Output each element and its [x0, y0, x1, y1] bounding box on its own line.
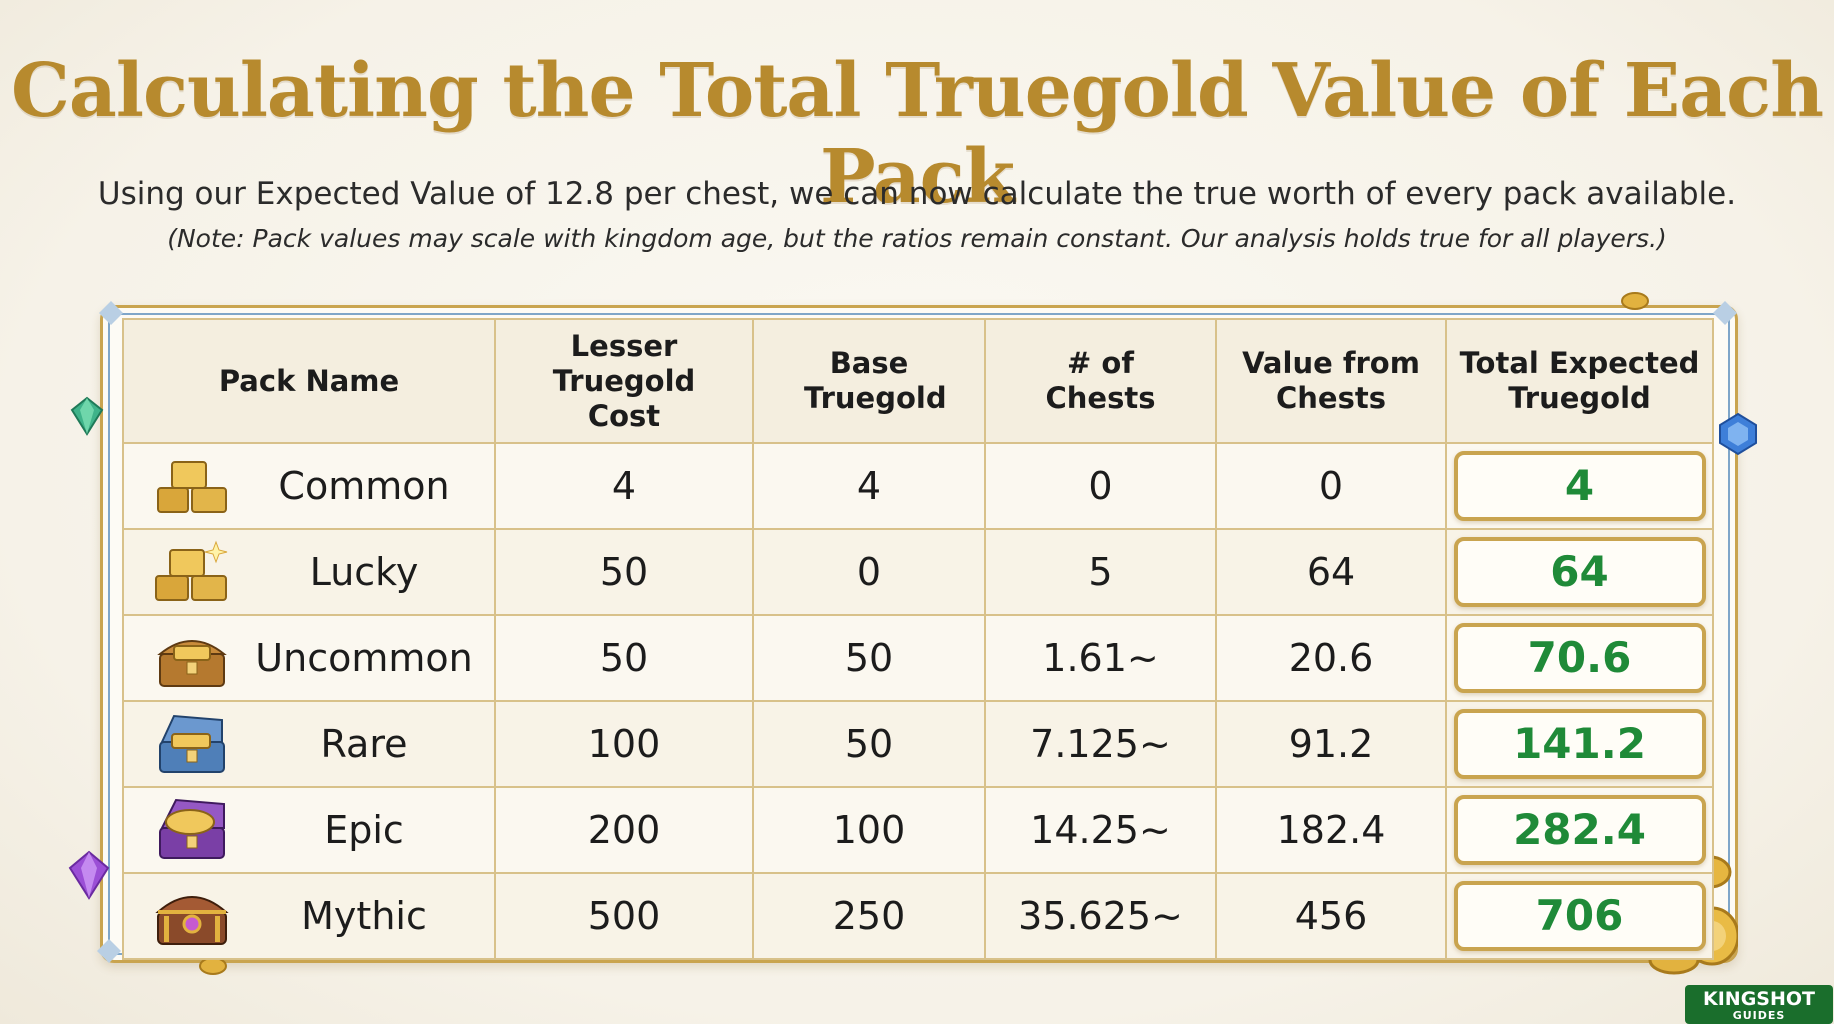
note: (Note: Pack values may scale with kingdo…: [167, 224, 1667, 253]
lesser-cost-cell: 500: [494, 872, 754, 960]
page-title: Calculating the Total Truegold Value of …: [11, 48, 1824, 220]
pack-name: Rare: [320, 722, 408, 766]
green-gem-icon: [70, 396, 104, 436]
value-chests-cell: 0: [1215, 442, 1447, 530]
value-chests-cell: 20.6: [1215, 614, 1447, 702]
header-lesser-cost: Lesser Truegold Cost: [494, 318, 754, 444]
logo-subtitle: GUIDES: [1732, 1009, 1786, 1022]
value-chests-cell: 456: [1215, 872, 1447, 960]
num-chests-cell: 7.125~: [984, 700, 1217, 788]
header-num-chests-label: # of Chests: [1045, 346, 1156, 415]
num-chests-cell: 5: [984, 528, 1217, 616]
kingshot-guides-logo: KINGSHOT GUIDES: [1685, 985, 1833, 1024]
num-chests-cell: 35.625~: [984, 872, 1217, 960]
purple-chest-icon: [159, 798, 225, 859]
gold-bars-icon: [157, 461, 227, 513]
num-chests-cell: 0: [984, 442, 1217, 530]
diamond-corner-icon: [1713, 301, 1737, 325]
logo-title: KINGSHOT: [1703, 988, 1815, 1010]
table-row: Lucky 50 0 5 64 64: [122, 528, 1714, 616]
total-value-badge: 706: [1453, 881, 1706, 951]
pack-name: Lucky: [309, 550, 419, 594]
pack-name-cell: Mythic: [122, 872, 496, 960]
header-num-chests: # of Chests: [984, 318, 1217, 444]
value-chests-cell: 91.2: [1215, 700, 1447, 788]
pack-name: Common: [278, 464, 450, 508]
total-value-badge: 4: [1453, 451, 1706, 521]
diamond-corner-icon: [99, 301, 123, 325]
total-expected-cell: 64: [1445, 528, 1714, 616]
blue-gem-icon: [1719, 412, 1757, 456]
value-chests-cell: 182.4: [1215, 786, 1447, 874]
pack-name: Mythic: [301, 894, 427, 938]
pack-name: Uncommon: [255, 636, 473, 680]
blue-chest-icon: [159, 714, 225, 773]
header-lesser-cost-label: Lesser Truegold Cost: [552, 328, 696, 433]
coin-icon: [1621, 292, 1649, 310]
lesser-cost-cell: 4: [494, 442, 754, 530]
table-row: Mythic 500 250 35.625~ 456 706: [122, 872, 1714, 960]
pack-name-cell: Rare: [122, 700, 496, 788]
total-value-badge: 141.2: [1453, 709, 1706, 779]
header-pack-name: Pack Name: [122, 318, 496, 444]
header-base-truegold-label: Base Truegold: [804, 346, 947, 415]
num-chests-cell: 1.61~: [984, 614, 1217, 702]
header-total-expected-label: Total Expected Truegold: [1459, 346, 1700, 415]
mythic-chest-icon: [155, 896, 229, 945]
table-row: Epic 200 100 14.25~ 182.4 282.4: [122, 786, 1714, 874]
lesser-cost-cell: 100: [494, 700, 754, 788]
pack-name-cell: Lucky: [122, 528, 496, 616]
num-chests-cell: 14.25~: [984, 786, 1217, 874]
purple-gem-icon: [68, 850, 110, 900]
diamond-corner-icon: [97, 939, 121, 963]
pack-name-cell: Epic: [122, 786, 496, 874]
table-row: Rare 100 50 7.125~ 91.2 141.2: [122, 700, 1714, 788]
lesser-cost-cell: 50: [494, 528, 754, 616]
base-truegold-cell: 50: [752, 614, 986, 702]
table-row: Uncommon 50 50 1.61~ 20.6 70.6: [122, 614, 1714, 702]
total-value-badge: 282.4: [1453, 795, 1706, 865]
header-base-truegold: Base Truegold: [752, 318, 986, 444]
base-truegold-cell: 0: [752, 528, 986, 616]
bronze-chest-icon: [157, 640, 227, 687]
pack-name: Epic: [324, 808, 404, 852]
value-chests-cell: 64: [1215, 528, 1447, 616]
total-expected-cell: 70.6: [1445, 614, 1714, 702]
lesser-cost-cell: 50: [494, 614, 754, 702]
base-truegold-cell: 50: [752, 700, 986, 788]
lesser-cost-cell: 200: [494, 786, 754, 874]
subtitle: Using our Expected Value of 12.8 per che…: [97, 176, 1737, 212]
header-total-expected: Total Expected Truegold: [1445, 318, 1714, 444]
pack-name-cell: Common: [122, 442, 496, 530]
total-expected-cell: 282.4: [1445, 786, 1714, 874]
total-expected-cell: 706: [1445, 872, 1714, 960]
total-expected-cell: 141.2: [1445, 700, 1714, 788]
base-truegold-cell: 250: [752, 872, 986, 960]
total-value-badge: 64: [1453, 537, 1706, 607]
pack-name-cell: Uncommon: [122, 614, 496, 702]
sparkling-gold-bars-icon: [155, 540, 228, 601]
header-value-chests: Value from Chests: [1215, 318, 1447, 444]
base-truegold-cell: 100: [752, 786, 986, 874]
header-value-chests-label: Value from Chests: [1242, 346, 1420, 415]
table-row: Common 4 4 0 0 4: [122, 442, 1714, 530]
base-truegold-cell: 4: [752, 442, 986, 530]
total-value-badge: 70.6: [1453, 623, 1706, 693]
pack-value-table: Pack Name Lesser Truegold Cost Base True…: [122, 318, 1714, 960]
total-expected-cell: 4: [1445, 442, 1714, 530]
table-header-row: Pack Name Lesser Truegold Cost Base True…: [122, 318, 1714, 444]
